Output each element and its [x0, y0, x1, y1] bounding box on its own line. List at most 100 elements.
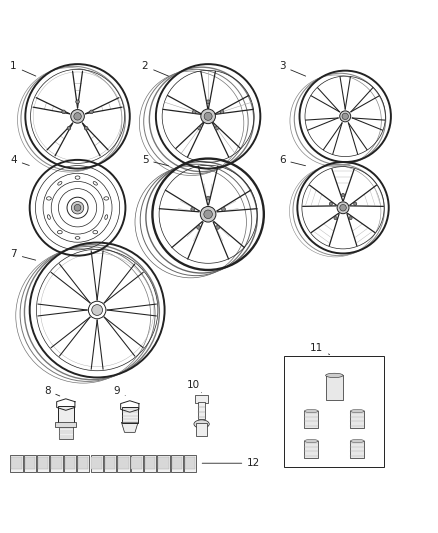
Text: 4: 4: [10, 155, 29, 165]
Circle shape: [90, 110, 93, 114]
Bar: [117, 455, 130, 472]
Ellipse shape: [75, 176, 80, 179]
Bar: [118, 457, 128, 470]
Ellipse shape: [57, 230, 62, 234]
Bar: [78, 457, 88, 470]
Ellipse shape: [93, 182, 97, 185]
Circle shape: [71, 201, 84, 214]
Text: 6: 6: [279, 155, 306, 166]
Bar: [171, 455, 183, 472]
Circle shape: [206, 196, 210, 200]
Circle shape: [191, 207, 195, 211]
Bar: [131, 455, 143, 472]
Circle shape: [74, 112, 81, 120]
Bar: [59, 426, 73, 439]
Circle shape: [337, 202, 349, 214]
Circle shape: [197, 225, 201, 229]
Bar: [131, 457, 142, 470]
Bar: [92, 457, 102, 470]
Bar: [37, 455, 49, 472]
Text: 9: 9: [113, 385, 125, 395]
Bar: [38, 457, 48, 470]
Ellipse shape: [75, 237, 80, 239]
Text: 3: 3: [279, 61, 306, 76]
Ellipse shape: [194, 420, 209, 428]
Circle shape: [342, 113, 348, 119]
Text: 5: 5: [142, 155, 169, 166]
Bar: [11, 457, 21, 470]
Circle shape: [92, 305, 102, 316]
Circle shape: [222, 207, 226, 211]
Bar: [64, 455, 76, 472]
Text: 11: 11: [310, 343, 330, 354]
Bar: [24, 455, 36, 472]
Bar: [104, 455, 116, 472]
Bar: [158, 457, 169, 470]
Circle shape: [88, 301, 106, 319]
Bar: [144, 455, 156, 472]
Circle shape: [353, 202, 357, 205]
Circle shape: [76, 100, 79, 103]
Ellipse shape: [93, 230, 98, 234]
Ellipse shape: [58, 182, 62, 185]
Circle shape: [200, 206, 216, 222]
Ellipse shape: [304, 439, 318, 442]
Bar: [284, 356, 385, 467]
Circle shape: [67, 126, 71, 130]
Text: 12: 12: [202, 458, 261, 468]
Bar: [195, 395, 208, 403]
Circle shape: [349, 216, 352, 220]
Ellipse shape: [325, 373, 343, 377]
Circle shape: [215, 225, 219, 229]
Bar: [157, 455, 170, 472]
Bar: [350, 411, 364, 429]
Bar: [145, 457, 155, 470]
Ellipse shape: [47, 215, 50, 220]
Circle shape: [340, 205, 346, 211]
Ellipse shape: [104, 197, 109, 200]
Bar: [185, 457, 195, 470]
Circle shape: [215, 126, 219, 130]
Circle shape: [342, 193, 345, 197]
Circle shape: [340, 111, 351, 122]
Bar: [51, 457, 62, 470]
Bar: [325, 375, 343, 400]
Bar: [350, 441, 364, 458]
Ellipse shape: [350, 439, 364, 442]
Bar: [105, 457, 115, 470]
Bar: [25, 457, 35, 470]
Circle shape: [206, 100, 210, 103]
Bar: [196, 423, 207, 436]
Circle shape: [74, 204, 81, 211]
Bar: [198, 402, 205, 419]
Bar: [304, 411, 318, 429]
Ellipse shape: [350, 409, 364, 413]
Bar: [122, 407, 138, 423]
Circle shape: [71, 110, 85, 123]
Bar: [91, 455, 103, 472]
Circle shape: [329, 202, 332, 205]
Text: 8: 8: [44, 385, 60, 396]
Bar: [65, 457, 75, 470]
Bar: [58, 406, 74, 423]
Bar: [77, 455, 89, 472]
Ellipse shape: [105, 215, 108, 220]
Text: 7: 7: [10, 249, 35, 260]
Circle shape: [85, 126, 88, 130]
Text: 1: 1: [10, 61, 36, 76]
Circle shape: [201, 109, 215, 124]
Circle shape: [204, 112, 212, 120]
Circle shape: [220, 110, 224, 114]
Bar: [304, 441, 318, 458]
Ellipse shape: [304, 409, 318, 413]
Bar: [172, 457, 182, 470]
Text: 10: 10: [186, 380, 201, 393]
Circle shape: [204, 210, 212, 219]
Bar: [55, 422, 76, 426]
Circle shape: [334, 216, 337, 220]
Ellipse shape: [46, 197, 51, 200]
Polygon shape: [122, 423, 138, 432]
Circle shape: [198, 126, 201, 130]
Text: 2: 2: [142, 61, 169, 76]
Circle shape: [62, 110, 65, 114]
